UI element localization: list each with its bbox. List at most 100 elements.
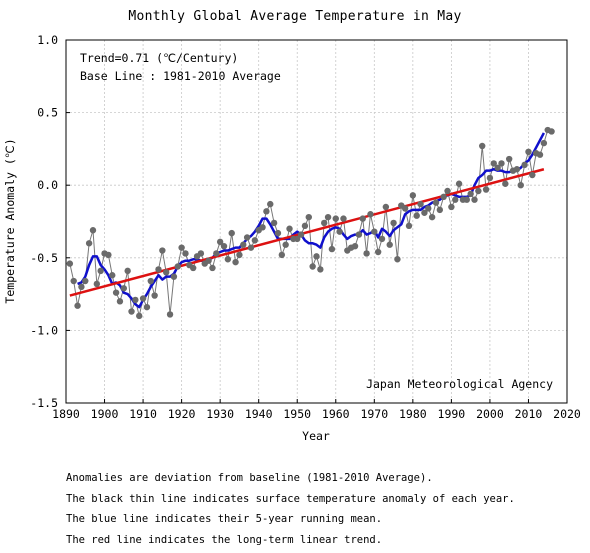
anomaly-point (236, 251, 243, 259)
anomaly-point (197, 250, 205, 257)
anomaly-point (274, 229, 282, 237)
anomaly-point (413, 212, 420, 219)
anomaly-point (82, 277, 89, 285)
anomaly-point (74, 302, 81, 309)
anomaly-point (428, 213, 436, 221)
anomaly-point (359, 215, 366, 222)
anomaly-point (351, 242, 359, 250)
anomaly-point (159, 247, 166, 254)
x-tick-label: 2020 (553, 407, 581, 421)
anomaly-point (278, 251, 286, 259)
notes: Anomalies are deviation from baseline (1… (66, 468, 515, 550)
anomaly-point (155, 266, 162, 273)
anomaly-point (336, 228, 343, 235)
anomaly-point (240, 241, 247, 248)
anomaly-point (328, 245, 336, 253)
anomaly-point (216, 238, 224, 246)
chart: 1890 1900 1910 1920 1930 1940 1950 1960 1970 1980… (3, 33, 581, 443)
anomaly-point (205, 257, 212, 264)
x-tick-label: 2010 (515, 407, 543, 421)
anomaly-point (297, 231, 305, 238)
x-tick-label: 1940 (245, 407, 273, 421)
anomaly-point (536, 151, 544, 158)
baseline-annotation: Base Line : 1981-2010 Average (80, 69, 281, 83)
anomaly-point (243, 234, 251, 241)
anomaly-point (232, 258, 239, 266)
anomaly-point (294, 235, 301, 243)
anomaly-point (85, 240, 93, 247)
chart-title: Monthly Global Average Temperature in Ma… (128, 9, 462, 24)
y-tick-label: -0.5 (30, 251, 58, 265)
x-tick-label: 1990 (438, 407, 466, 421)
y-axis: -1.5 -1.0 -0.5 0.0 0.5 1.0 (30, 33, 70, 410)
anomaly-point (475, 187, 482, 195)
anomaly-point (112, 289, 120, 296)
anomaly-point (517, 182, 524, 189)
x-tick-label: 1930 (206, 407, 234, 421)
anomaly-point (390, 219, 397, 227)
anomaly-point (282, 241, 289, 248)
y-axis-label: Temperature Anomaly (℃) (3, 138, 17, 303)
anomaly-point (143, 303, 151, 311)
anomaly-point (139, 295, 147, 302)
anomaly-point (382, 203, 390, 211)
anomaly-point (78, 283, 85, 291)
anomaly-point (548, 128, 555, 135)
anomaly-point (267, 200, 274, 208)
series-layer (66, 126, 555, 320)
note-baseline: Anomalies are deviation from baseline (1… (66, 472, 433, 484)
anomaly-point (340, 215, 347, 222)
anomaly-point (401, 205, 409, 212)
anomaly-point (324, 213, 332, 221)
y-tick-label: -1.5 (30, 396, 58, 410)
anomaly-point (363, 250, 370, 257)
anomaly-point (463, 196, 470, 203)
anomaly-point (166, 311, 174, 318)
y-tick-label: -1.0 (30, 323, 58, 337)
note-blue-line: The blue line indicates their 5-year run… (66, 513, 383, 525)
anomaly-point (163, 269, 170, 276)
anomaly-point (251, 237, 259, 244)
anomaly-point (120, 285, 128, 292)
anomaly-point (482, 186, 490, 193)
x-tick-label: 1980 (399, 407, 427, 421)
anomaly-point (89, 227, 97, 234)
anomaly-point (321, 219, 328, 227)
anomaly-point (66, 260, 74, 267)
anomaly-point (305, 213, 312, 221)
plot-frame (65, 39, 568, 404)
y-tick-label: 0.5 (37, 106, 58, 120)
anomaly-point (270, 219, 278, 227)
anomaly-point (409, 192, 417, 199)
anomaly-point (490, 160, 497, 167)
anomaly-point (448, 203, 455, 211)
anomaly-point (440, 193, 447, 201)
anomaly-point (209, 264, 216, 272)
x-axis-label: Year (302, 429, 330, 443)
x-axis: 1890 1900 1910 1920 1930 1940 1950 1960 1970 1980… (52, 399, 581, 421)
anomaly-point (317, 266, 324, 273)
anomaly-point (394, 256, 401, 263)
anomaly-point (432, 199, 440, 206)
anomaly-point (505, 155, 513, 163)
anomaly-point (521, 161, 528, 169)
anomaly-point (313, 253, 320, 260)
anomaly-point (128, 308, 135, 315)
anomaly-point (213, 250, 220, 257)
anomaly-point (124, 267, 131, 275)
anomaly-point (355, 231, 363, 238)
anomaly-point (405, 222, 413, 230)
x-tick-label: 1950 (283, 407, 311, 421)
anomaly-point (529, 171, 536, 179)
x-tick-label: 1960 (322, 407, 350, 421)
anomaly-point (479, 142, 486, 150)
anomaly-point (136, 312, 143, 320)
x-tick-label: 1920 (168, 407, 196, 421)
anomaly-point (109, 272, 116, 279)
anomaly-point (286, 225, 293, 232)
anomaly-point (132, 296, 139, 304)
anomaly-point (116, 298, 124, 305)
x-tick-label: 1890 (52, 407, 80, 421)
y-tick-label: 1.0 (37, 33, 58, 47)
trend-line (69, 168, 545, 297)
